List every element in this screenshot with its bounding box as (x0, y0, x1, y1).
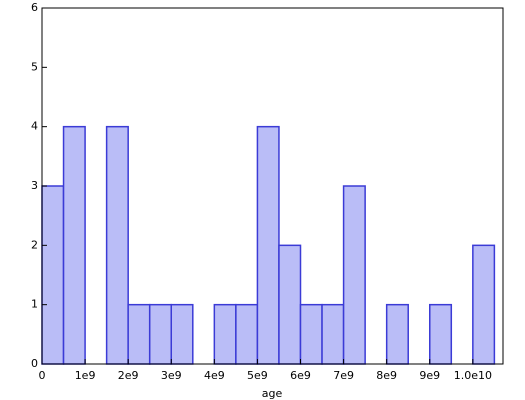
bar (321, 303, 345, 365)
x-tick-label: 9e9 (419, 369, 440, 382)
bar (170, 303, 194, 365)
bar (342, 185, 366, 365)
bar (278, 244, 302, 365)
bar (256, 125, 280, 365)
bar (105, 125, 129, 365)
y-tick-label: 2 (31, 238, 38, 251)
y-tick-label: 6 (31, 1, 38, 14)
x-tick-label: 2e9 (118, 369, 139, 382)
y-tick-label: 4 (31, 120, 38, 133)
bar (127, 303, 151, 365)
x-tick-label: 5e9 (247, 369, 268, 382)
x-axis-label: age (262, 387, 283, 400)
bar (62, 125, 86, 365)
y-tick-label: 1 (31, 298, 38, 311)
x-tick-label: 4e9 (204, 369, 225, 382)
bar (41, 185, 65, 365)
bar (148, 303, 173, 365)
x-tick-label: 1e9 (75, 369, 96, 382)
bar (429, 303, 453, 365)
bar (299, 303, 323, 365)
x-tick-label: 7e9 (333, 369, 354, 382)
bar (213, 303, 237, 365)
bar (385, 303, 409, 365)
x-tick-label: 3e9 (161, 369, 182, 382)
bar (472, 244, 496, 365)
x-tick-label: 8e9 (376, 369, 397, 382)
y-tick-label: 0 (31, 357, 38, 370)
x-tick-label: 0 (39, 369, 46, 382)
x-tick-label: 6e9 (290, 369, 311, 382)
y-tick-label: 5 (31, 60, 38, 73)
y-tick-label: 3 (31, 179, 38, 192)
bar (235, 303, 259, 365)
x-tick-label: 1.0e10 (454, 369, 492, 382)
